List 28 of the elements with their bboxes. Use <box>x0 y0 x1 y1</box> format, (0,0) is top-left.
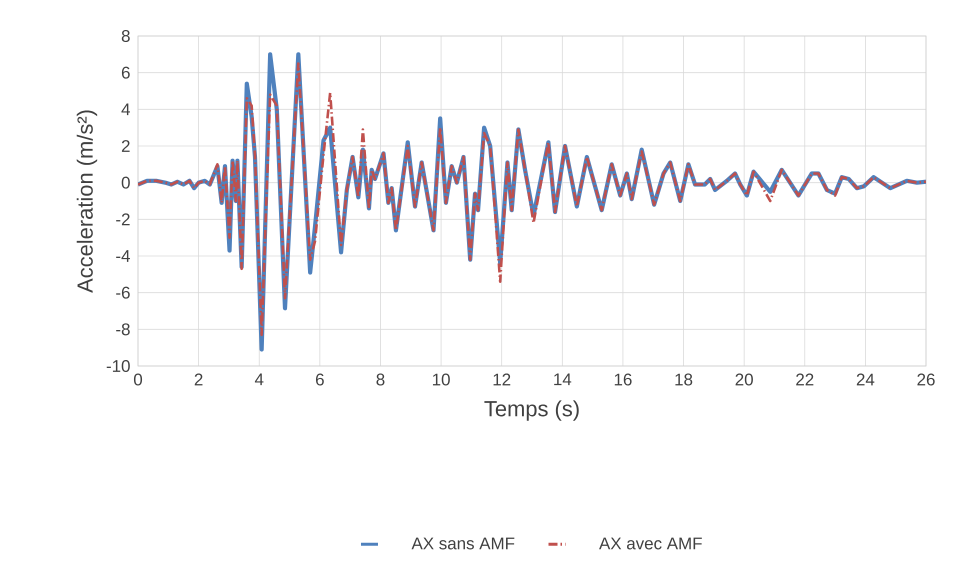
x-tick-label: 8 <box>376 374 384 386</box>
x-tick-label: 20 <box>736 374 753 386</box>
y-tick-label: -4 <box>116 250 130 262</box>
x-tick-label: 18 <box>675 374 692 386</box>
y-tick-label: 4 <box>121 104 130 116</box>
x-tick-label: 2 <box>194 374 202 386</box>
legend-label: AX sans AMF <box>412 538 514 550</box>
x-axis-title: Temps (s) <box>484 400 579 421</box>
x-tick-label: 14 <box>554 374 572 386</box>
x-tick-label: 26 <box>917 374 935 386</box>
y-tick-label: -10 <box>106 360 130 372</box>
y-tick-label: 6 <box>122 66 130 79</box>
y-axis-title: Acceleration (m/s²) <box>76 110 98 293</box>
y-tick-label: -6 <box>116 286 130 299</box>
y-tick-label: 2 <box>122 140 130 152</box>
x-tick-label: 4 <box>254 374 264 386</box>
y-tick-label: -2 <box>116 213 130 226</box>
legend-label: AX avec AMF <box>599 538 702 550</box>
x-tick-label: 24 <box>856 374 874 386</box>
x-tick-label: 22 <box>796 374 814 386</box>
x-tick-label: 12 <box>494 374 510 386</box>
y-tick-label: -8 <box>116 323 130 336</box>
x-tick-label: 6 <box>316 374 324 386</box>
y-tick-label: 8 <box>122 30 130 42</box>
x-tick-label: 0 <box>134 374 142 386</box>
y-tick-label: 0 <box>122 176 130 189</box>
x-tick-label: 10 <box>432 374 450 386</box>
x-tick-label: 16 <box>614 374 632 386</box>
